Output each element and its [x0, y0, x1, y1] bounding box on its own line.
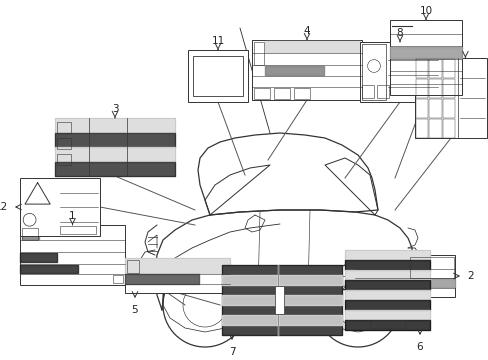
- Bar: [253, 42, 264, 65]
- Bar: [57, 138, 71, 149]
- Text: 1: 1: [69, 211, 76, 221]
- Bar: [409, 257, 453, 278]
- Bar: [20, 178, 100, 236]
- Bar: [442, 99, 454, 118]
- Bar: [354, 255, 454, 297]
- Text: 10: 10: [419, 6, 432, 16]
- Bar: [273, 88, 289, 99]
- Bar: [253, 88, 269, 99]
- Bar: [389, 20, 461, 95]
- Bar: [428, 99, 441, 118]
- Bar: [415, 99, 427, 118]
- Text: 3: 3: [111, 104, 118, 114]
- Bar: [274, 286, 284, 314]
- Bar: [361, 44, 385, 100]
- Bar: [345, 250, 429, 330]
- Bar: [187, 50, 247, 102]
- Text: 11: 11: [211, 36, 224, 46]
- Bar: [22, 228, 38, 240]
- Bar: [428, 119, 441, 138]
- Bar: [251, 40, 361, 100]
- Bar: [127, 260, 139, 273]
- Bar: [57, 154, 71, 165]
- Bar: [370, 320, 404, 328]
- Text: 6: 6: [416, 342, 423, 352]
- Bar: [414, 58, 486, 138]
- Text: 12: 12: [0, 202, 8, 212]
- Bar: [415, 79, 427, 98]
- Bar: [222, 265, 341, 335]
- Bar: [125, 258, 229, 293]
- Bar: [415, 119, 427, 138]
- Bar: [193, 56, 243, 96]
- Bar: [361, 85, 373, 98]
- Text: 4: 4: [303, 26, 310, 36]
- Bar: [60, 226, 96, 234]
- Bar: [57, 122, 71, 133]
- Bar: [442, 59, 454, 78]
- Bar: [415, 59, 427, 78]
- Bar: [20, 225, 125, 285]
- Bar: [113, 275, 123, 283]
- Bar: [442, 79, 454, 98]
- Bar: [293, 88, 309, 99]
- Text: 5: 5: [131, 305, 138, 315]
- Bar: [428, 79, 441, 98]
- Bar: [359, 42, 439, 102]
- Bar: [55, 118, 175, 176]
- Bar: [428, 59, 441, 78]
- Text: 7: 7: [228, 347, 235, 357]
- Text: 8: 8: [396, 28, 403, 38]
- Bar: [442, 119, 454, 138]
- Bar: [376, 85, 388, 98]
- Text: 2: 2: [466, 271, 473, 281]
